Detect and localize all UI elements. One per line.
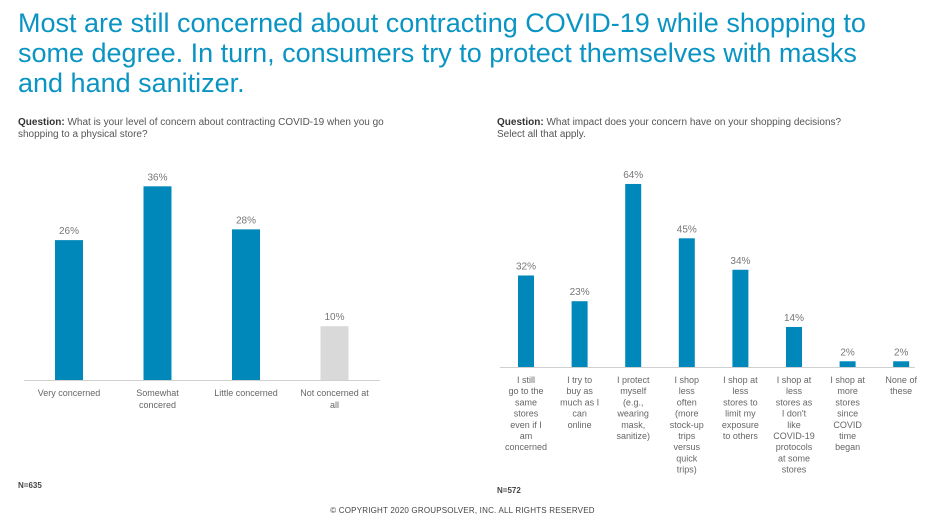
bar: [732, 269, 749, 367]
category-label: I protect myself (e.g., wearing mask, sanitiz…: [616, 375, 650, 441]
bar: [232, 229, 260, 380]
left-question: Question: What is your level of concern …: [18, 117, 388, 141]
left-question-text: What is your level of concern about cont…: [18, 117, 384, 140]
category-label: I shop at more stores since COVID time began: [830, 375, 865, 452]
right-question-text: What impact does your concern have on yo…: [497, 117, 842, 140]
category-label: Little concerned: [214, 388, 278, 398]
data-label: 32%: [516, 261, 536, 272]
right-sample-size: N=572: [497, 486, 521, 495]
data-label: 45%: [677, 224, 697, 235]
data-label: 64%: [623, 170, 643, 181]
copyright-notice: © COPYRIGHT 2020 GROUPSOLVER, INC. ALL R…: [330, 506, 595, 515]
right-question-label: Question:: [497, 117, 544, 128]
concern-level-chart: 26% Very concerned 36% Somewhat concered 28% L…: [24, 172, 380, 410]
bar: [571, 301, 588, 367]
data-label: 34%: [730, 256, 750, 267]
slide-title: Most are still concerned about contracti…: [18, 8, 866, 98]
left-question-label: Question:: [18, 117, 65, 128]
bar: [678, 238, 695, 367]
left-sample-size: N=635: [18, 481, 42, 490]
data-label: 2%: [894, 347, 909, 358]
category-label: Not concerned at all: [300, 388, 369, 410]
bar: [55, 240, 83, 380]
data-label: 10%: [324, 312, 344, 323]
bar: [839, 361, 856, 367]
category-label: I shop less often (more stock-up trips versus q…: [670, 375, 704, 475]
data-label: 2%: [840, 347, 855, 358]
data-label: 36%: [147, 172, 167, 183]
category-label: I shop at less stores to limit my exposure to…: [722, 375, 759, 441]
bar: [143, 186, 172, 380]
bar: [320, 326, 349, 380]
right-question: Question: What impact does your concern …: [497, 117, 867, 141]
category-label: None of these: [885, 375, 917, 396]
bar: [518, 275, 534, 367]
data-label: 23%: [570, 287, 590, 298]
category-label: Somewhat concered: [136, 388, 179, 410]
data-label: 14%: [784, 313, 804, 324]
data-label: 26%: [59, 226, 79, 237]
bar: [893, 361, 910, 367]
data-label: 28%: [236, 215, 256, 226]
category-label: Very concerned: [38, 388, 101, 398]
bar: [786, 326, 802, 367]
category-label: I shop at less stores as I don't like COVID-1…: [773, 375, 815, 475]
bar: [625, 183, 642, 367]
